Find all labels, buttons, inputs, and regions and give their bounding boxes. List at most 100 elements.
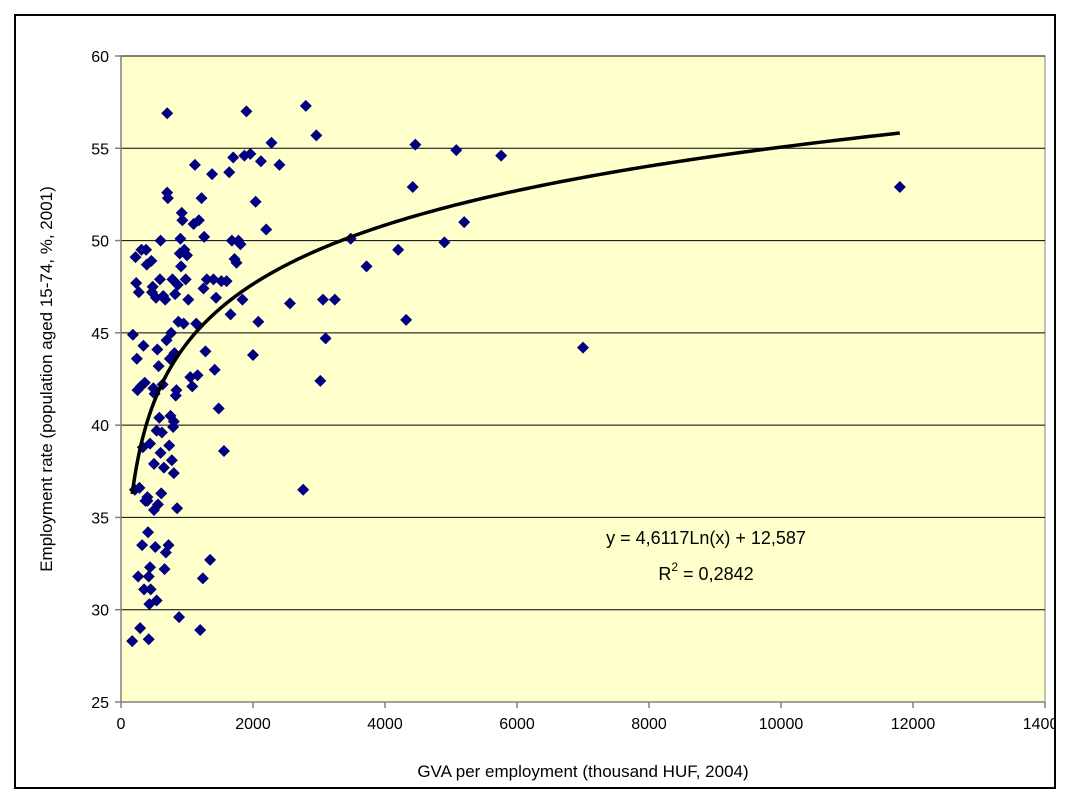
data-point — [249, 195, 262, 208]
data-point — [154, 446, 167, 459]
data-point — [162, 539, 175, 552]
y-axis-title: Employment rate (population aged 15-74, … — [37, 186, 56, 572]
data-point — [158, 563, 171, 576]
data-point — [177, 317, 190, 330]
data-point — [173, 611, 186, 624]
data-point — [170, 384, 183, 397]
data-point — [132, 286, 145, 299]
data-point — [132, 570, 145, 583]
y-tick-label: 40 — [91, 418, 109, 435]
data-point — [138, 376, 151, 389]
data-point — [171, 278, 184, 291]
data-point — [154, 234, 167, 247]
data-point — [167, 467, 180, 480]
data-point — [196, 572, 209, 585]
data-point — [176, 214, 189, 227]
data-point — [247, 349, 259, 362]
data-point — [220, 275, 233, 288]
data-point — [252, 315, 265, 328]
data-point — [319, 332, 332, 345]
y-tick-label: 30 — [91, 603, 109, 620]
data-point — [153, 411, 166, 424]
data-point — [136, 539, 149, 552]
x-tick-labels: 0 2000 4000 6000 8000 10000 12000 14000 — [117, 716, 1056, 733]
data-point — [406, 181, 419, 194]
data-point — [450, 144, 463, 157]
data-point — [137, 339, 150, 352]
data-point — [134, 622, 147, 635]
data-point — [236, 293, 249, 306]
data-point — [198, 230, 211, 243]
data-point — [126, 635, 139, 648]
data-point — [192, 214, 205, 227]
data-point — [161, 192, 174, 205]
data-point — [157, 461, 170, 474]
data-point — [160, 334, 173, 347]
data-point — [328, 293, 341, 306]
data-point — [234, 238, 247, 251]
x-tick-label: 14000 — [1023, 716, 1056, 733]
data-point — [155, 487, 168, 500]
data-point — [199, 345, 212, 358]
data-point — [144, 583, 157, 596]
axes — [115, 55, 1046, 708]
data-point — [458, 216, 471, 229]
data-point — [265, 136, 278, 149]
x-tick-label: 2000 — [235, 716, 271, 733]
data-point — [204, 553, 217, 566]
data-point — [175, 260, 188, 273]
data-point — [130, 352, 143, 365]
data-point — [159, 293, 172, 306]
data-point — [217, 444, 230, 457]
y-tick-label: 45 — [91, 326, 109, 343]
data-point — [171, 502, 184, 515]
data-point — [174, 232, 187, 245]
y-tick-label: 60 — [91, 49, 109, 66]
data-point — [179, 273, 192, 286]
data-point — [130, 277, 143, 290]
x-tick-label: 8000 — [631, 716, 667, 733]
data-point — [146, 280, 159, 293]
data-point — [400, 313, 413, 326]
data-point — [167, 415, 180, 428]
data-point — [148, 457, 160, 470]
data-point — [138, 583, 151, 596]
data-point — [129, 251, 142, 264]
x-tick-label: 6000 — [499, 716, 535, 733]
trendline-equation: y = 4,6117Ln(x) + 12,587 — [606, 528, 806, 548]
data-point — [155, 426, 168, 439]
plot-area — [120, 55, 1046, 703]
y-tick-label: 25 — [91, 695, 109, 712]
r-squared-superscript: 2 — [671, 560, 678, 574]
data-point — [577, 341, 589, 354]
data-point — [165, 454, 178, 467]
data-point — [197, 282, 210, 295]
data-point — [151, 498, 164, 511]
data-point — [161, 107, 174, 120]
data-point — [240, 105, 253, 118]
data-point — [181, 249, 193, 262]
y-tick-label: 35 — [91, 510, 109, 527]
data-point — [150, 594, 163, 607]
data-point — [297, 483, 310, 496]
data-point — [182, 293, 195, 306]
chart-svg: 25 30 35 40 45 50 55 60 0 2000 4000 6000 8000 10000 1… — [37, 49, 1056, 781]
data-point — [495, 149, 508, 162]
data-point — [152, 360, 165, 373]
x-tick-label: 0 — [117, 716, 126, 733]
data-point — [230, 256, 243, 269]
data-point — [212, 402, 225, 415]
data-point — [438, 236, 451, 249]
data-point — [151, 343, 164, 356]
x-axis-title: GVA per employment (thousand HUF, 2004) — [417, 762, 748, 781]
data-point — [163, 439, 176, 452]
data-point — [191, 369, 204, 382]
data-point — [314, 374, 327, 387]
r-squared-prefix: R — [658, 564, 671, 584]
data-point — [142, 570, 155, 583]
data-point — [310, 129, 323, 142]
data-point — [224, 308, 237, 321]
data-point — [141, 491, 154, 504]
data-point — [200, 273, 213, 286]
data-point — [144, 437, 157, 450]
